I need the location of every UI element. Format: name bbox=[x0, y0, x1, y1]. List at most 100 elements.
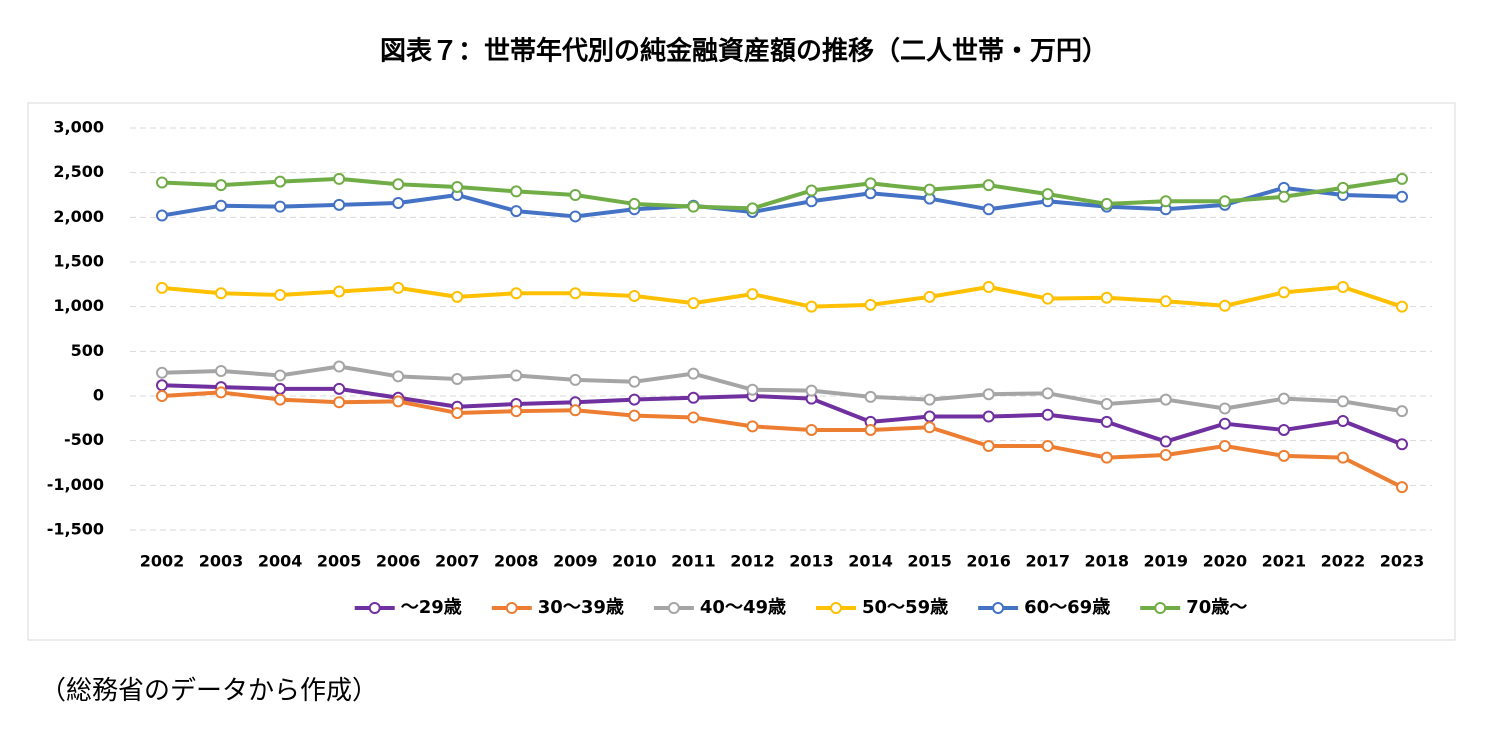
y-tick-label: 1,000 bbox=[53, 296, 104, 315]
data-point bbox=[215, 287, 228, 300]
data-point bbox=[156, 390, 168, 402]
data-point bbox=[1100, 398, 1113, 411]
data-point bbox=[746, 420, 759, 433]
data-point bbox=[1159, 448, 1172, 461]
data-point bbox=[1277, 392, 1290, 405]
data-point bbox=[923, 393, 936, 406]
y-tick-label: 3,000 bbox=[53, 118, 104, 137]
data-point bbox=[274, 382, 287, 395]
data-point bbox=[510, 369, 523, 382]
data-point bbox=[805, 184, 818, 197]
y-tick-label: 0 bbox=[93, 386, 104, 405]
data-point bbox=[923, 421, 936, 434]
data-point bbox=[215, 364, 228, 377]
data-point bbox=[1041, 387, 1054, 400]
legend-marker bbox=[830, 602, 842, 614]
data-point bbox=[1159, 195, 1172, 208]
series-line bbox=[161, 383, 1403, 447]
data-point bbox=[333, 360, 346, 373]
legend-label: 60～69歳 bbox=[1024, 597, 1110, 618]
legend-label: ～29歳 bbox=[401, 597, 462, 618]
series-line bbox=[161, 185, 1403, 219]
x-tick-label: 2009 bbox=[553, 552, 598, 571]
data-point bbox=[156, 366, 168, 379]
data-point bbox=[864, 187, 877, 200]
data-point bbox=[1218, 195, 1231, 208]
data-point bbox=[510, 287, 523, 300]
chart-title: 図表７：世帯年代別の純金融資産額の推移（二人世帯・万円） bbox=[380, 36, 1108, 67]
x-tick-label: 2018 bbox=[1084, 552, 1129, 571]
data-point bbox=[628, 393, 641, 406]
x-tick-label: 2013 bbox=[789, 552, 834, 571]
x-tick-label: 2005 bbox=[317, 552, 362, 571]
data-point bbox=[392, 281, 405, 294]
x-tick-label: 2020 bbox=[1203, 552, 1248, 571]
data-point bbox=[805, 423, 818, 436]
chart-frame bbox=[27, 102, 1456, 641]
data-point bbox=[982, 410, 995, 423]
data-point bbox=[628, 197, 641, 210]
data-point bbox=[1396, 172, 1408, 185]
y-tick-label: 1,500 bbox=[53, 252, 104, 271]
data-point bbox=[1159, 435, 1172, 448]
data-point bbox=[1041, 408, 1054, 421]
data-point bbox=[274, 289, 287, 302]
data-point bbox=[1336, 181, 1349, 194]
data-point bbox=[569, 373, 582, 386]
legend-label: 50～59歳 bbox=[862, 597, 948, 618]
y-tick-label: 2,500 bbox=[53, 162, 104, 181]
data-point bbox=[510, 205, 523, 218]
x-tick-label: 2023 bbox=[1380, 552, 1425, 571]
data-point bbox=[805, 195, 818, 208]
data-point bbox=[923, 183, 936, 196]
data-point bbox=[1159, 295, 1172, 308]
data-point bbox=[1100, 291, 1113, 304]
data-point bbox=[215, 179, 228, 192]
x-tick-label: 2021 bbox=[1262, 552, 1307, 571]
y-tick-label: 500 bbox=[71, 341, 104, 360]
data-point bbox=[1277, 286, 1290, 299]
data-point bbox=[1100, 197, 1113, 210]
legend-label: 40～49歳 bbox=[700, 597, 786, 618]
data-point bbox=[1218, 417, 1231, 430]
series-line bbox=[161, 390, 1403, 489]
data-point bbox=[1396, 300, 1408, 313]
data-point bbox=[628, 375, 641, 388]
data-point bbox=[805, 384, 818, 397]
data-point bbox=[333, 382, 346, 395]
data-point bbox=[1041, 440, 1054, 453]
data-point bbox=[333, 396, 346, 409]
data-point bbox=[451, 406, 464, 419]
data-point bbox=[156, 176, 168, 189]
x-tick-label: 2012 bbox=[730, 552, 775, 571]
data-point bbox=[392, 370, 405, 383]
data-point bbox=[982, 281, 995, 294]
data-point bbox=[392, 197, 405, 210]
data-point bbox=[451, 290, 464, 303]
series-line bbox=[161, 364, 1403, 414]
x-tick-label: 2022 bbox=[1321, 552, 1366, 571]
x-tick-label: 2011 bbox=[671, 552, 716, 571]
x-tick-label: 2017 bbox=[1025, 552, 1070, 571]
data-point bbox=[392, 178, 405, 191]
data-point bbox=[1336, 281, 1349, 294]
data-point bbox=[569, 189, 582, 201]
x-tick-label: 2006 bbox=[376, 552, 421, 571]
data-point bbox=[333, 172, 346, 185]
series-line bbox=[161, 285, 1403, 309]
x-tick-label: 2014 bbox=[848, 552, 893, 571]
data-point bbox=[1041, 292, 1054, 305]
data-point bbox=[392, 395, 405, 408]
data-point bbox=[1396, 481, 1408, 494]
data-point bbox=[1336, 415, 1349, 428]
data-point bbox=[687, 367, 700, 380]
data-point bbox=[687, 391, 700, 404]
data-point bbox=[1100, 415, 1113, 428]
data-point bbox=[1396, 405, 1408, 418]
data-point bbox=[982, 440, 995, 453]
x-tick-label: 2003 bbox=[199, 552, 244, 571]
x-tick-label: 2015 bbox=[907, 552, 952, 571]
x-tick-label: 2002 bbox=[140, 552, 185, 571]
data-point bbox=[1218, 402, 1231, 415]
data-point bbox=[982, 203, 995, 216]
